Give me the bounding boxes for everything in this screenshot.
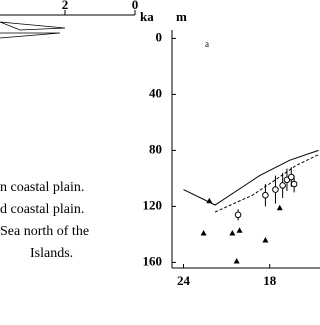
panel-label: a: [205, 39, 209, 49]
curve: [183, 149, 319, 206]
curve: [214, 154, 319, 213]
circle-point: [234, 211, 242, 219]
body-text: n coastal plain.: [0, 180, 84, 195]
triangle-point: [276, 204, 283, 211]
circle-point: [262, 191, 269, 199]
triangle-point: [200, 230, 207, 236]
section-sketch: [0, 21, 66, 39]
triangle-point: [229, 230, 236, 236]
scale-tick-label: 0: [132, 0, 139, 12]
x-tick-label: 18: [263, 273, 277, 288]
y-tick-label: 80: [149, 141, 162, 156]
y-tick-label: 0: [156, 29, 163, 44]
body-text: Sea north of the: [0, 224, 89, 239]
scale-tick-label: 2: [62, 0, 69, 12]
circle-point: [290, 180, 298, 188]
body-text: d coastal plain.: [0, 202, 84, 217]
triangle-point: [236, 227, 243, 233]
triangle-point: [233, 258, 240, 264]
scale-unit: ka: [140, 9, 154, 24]
circle-point: [272, 186, 279, 193]
triangle-point: [206, 197, 213, 204]
x-tick-label: 24: [177, 273, 191, 288]
circle-point: [279, 182, 286, 189]
y-tick-label: 160: [143, 253, 163, 268]
y-axis-label: m: [176, 9, 187, 24]
triangle-point: [262, 237, 269, 243]
body-text: Islands.: [30, 246, 73, 261]
circle-point: [287, 173, 295, 181]
y-tick-label: 40: [149, 85, 162, 100]
y-tick-label: 120: [143, 197, 163, 212]
